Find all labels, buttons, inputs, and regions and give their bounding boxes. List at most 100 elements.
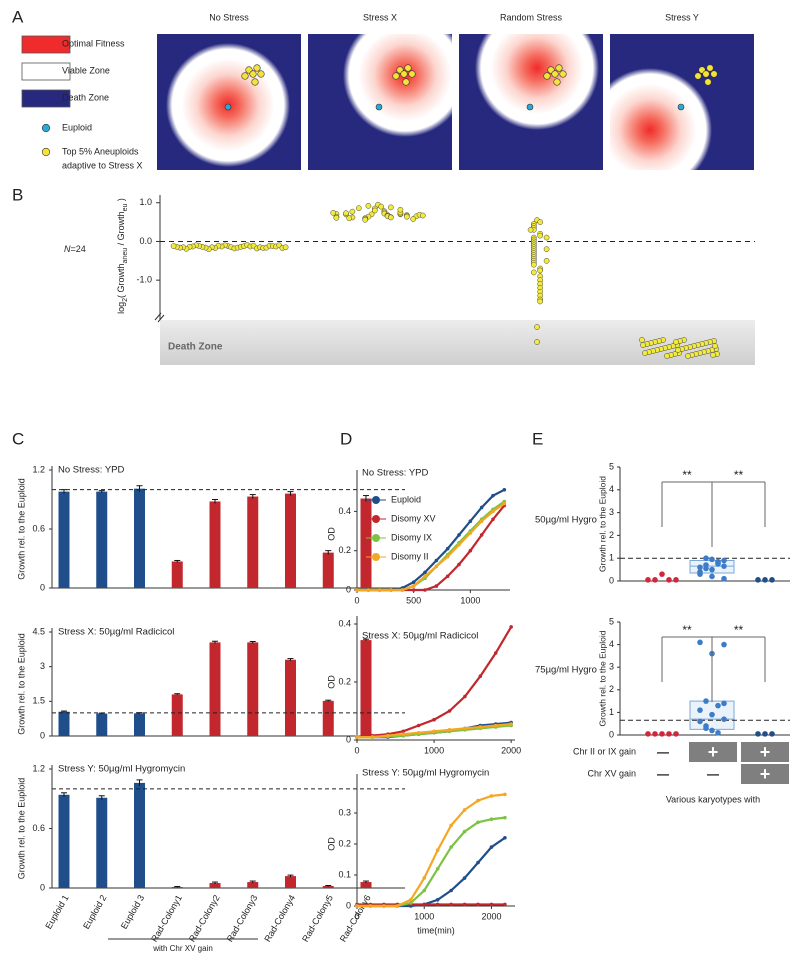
growth-point [503, 815, 507, 820]
aneuploid-point [346, 215, 353, 222]
aneuploid-dot [543, 72, 551, 80]
growth-dot [703, 555, 709, 561]
y-tick-label: 0.2 [338, 676, 351, 686]
growth-point [509, 625, 513, 629]
bar [171, 561, 183, 588]
growth-dot [721, 641, 727, 648]
aneuploid-dot [249, 70, 257, 78]
y-tick-label: 5 [609, 461, 614, 471]
chart-title: Stress X: 50µg/ml Radicicol [362, 631, 478, 642]
x-tick-label: Rad-Colony5 [300, 893, 335, 943]
aneuploid-point [537, 267, 544, 274]
chart-title: Stress X: 50µg/ml Radicicol [58, 627, 174, 638]
y-tick-label: 0.6 [32, 523, 45, 533]
growth-dot [715, 729, 721, 736]
aneuploid-point [403, 213, 410, 220]
death-zone-point [710, 352, 716, 358]
aneuploid-point [387, 204, 394, 211]
aneuploid-dot [251, 78, 259, 86]
death-zone-point [640, 342, 646, 348]
y-tick-label: 0 [609, 575, 614, 585]
growth-point [478, 674, 483, 678]
y-axis-label: OD [326, 837, 336, 851]
growth-point [462, 808, 467, 812]
growth-dot [709, 727, 715, 734]
growth-point [423, 588, 427, 592]
y-tick-label: 0 [346, 900, 351, 910]
aneuploid-dot [706, 64, 714, 72]
landscape-title: No Stress [209, 12, 249, 22]
x-tick-label: Rad-Colony2 [187, 893, 222, 943]
cell-box [741, 764, 789, 784]
cell: — [707, 767, 719, 781]
growth-curve [357, 836, 506, 908]
cell-box [741, 742, 789, 762]
cell-box [689, 742, 737, 762]
y-tick-label: 0.2 [338, 838, 351, 848]
cell: + [760, 764, 771, 784]
growth-point [493, 651, 498, 655]
bar [285, 493, 296, 588]
panel-letter: D [340, 429, 352, 448]
row-label: Chr II or IX gain [573, 746, 636, 756]
bar [247, 882, 259, 888]
y-axis-label-part: eu [122, 203, 129, 211]
y-tick-label: 0.3 [338, 807, 351, 817]
growth-dot [666, 577, 672, 583]
growth-point [449, 902, 453, 907]
aneuploid-dot [704, 78, 712, 86]
legend-swatch [21, 62, 71, 81]
aneuploid-point [333, 214, 340, 221]
growth-dot [709, 566, 715, 573]
aneuploid-point [170, 243, 177, 249]
y-tick-label: 3 [609, 662, 614, 672]
growth-dot [762, 731, 768, 737]
euploid-dot [224, 103, 232, 111]
death-zone-point [664, 353, 670, 359]
error-bar [249, 880, 256, 884]
euploid-dot [526, 103, 534, 111]
growth-point [382, 904, 386, 908]
x-tick-label: Euploid 3 [119, 893, 146, 931]
y-tick-label: 0.1 [338, 869, 351, 879]
aneuploid-point [527, 226, 534, 233]
x-tick-label: 1000 [414, 911, 434, 921]
aneuploid-dot [694, 72, 702, 80]
growth-point [463, 726, 467, 731]
y-tick-label: 1.5 [32, 696, 45, 706]
chart-title: No Stress: YPD [58, 465, 124, 476]
death-zone-point [534, 324, 540, 330]
growth-dot [697, 564, 703, 571]
legend-label: Disomy IX [391, 532, 432, 542]
bar [171, 694, 183, 736]
significance: ** [734, 623, 744, 637]
growth-point [366, 588, 371, 592]
growth-curve [357, 793, 506, 908]
y-tick-label: 3 [609, 507, 614, 517]
growth-point [447, 709, 452, 713]
aneuploid-point [543, 257, 550, 264]
y-axis-label: OD [326, 675, 336, 689]
growth-dot [755, 731, 761, 737]
growth-point [355, 588, 359, 592]
growth-point [449, 823, 453, 828]
aneuploid-point [537, 298, 544, 305]
x-tick-label: Rad-Colony4 [262, 893, 297, 943]
annotation-part: N [64, 244, 71, 254]
viable-zone [343, 34, 452, 137]
growth-point [476, 798, 480, 803]
death-zone-point [639, 337, 645, 343]
growth-point [491, 493, 495, 498]
error-bar [174, 693, 181, 696]
bar [285, 876, 296, 888]
death-zone-point [685, 353, 691, 359]
y-axis-label-part: 2 [122, 298, 129, 302]
bar [96, 491, 108, 588]
legend-label: Top 5% Aneuploids [62, 146, 139, 156]
legend-label: Disomy XV [391, 513, 436, 523]
x-tick-label: 0 [354, 745, 359, 755]
x-tick-label: 0 [354, 911, 359, 921]
growth-point [370, 735, 375, 739]
aneuploid-dot [241, 72, 249, 80]
growth-point [434, 584, 439, 588]
